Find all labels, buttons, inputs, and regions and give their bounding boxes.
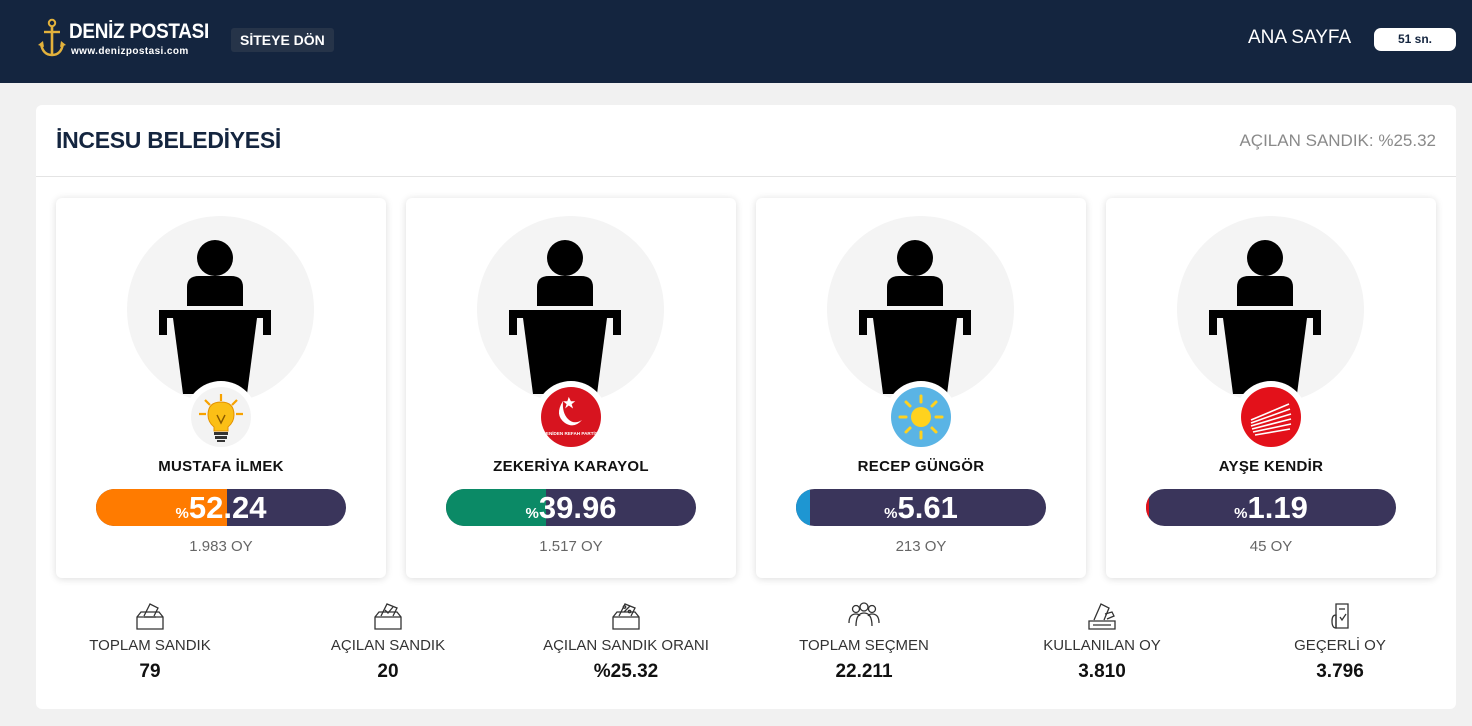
speaker-podium-icon (1209, 240, 1321, 394)
yeniden-refah-icon: YENİDEN REFAH PARTİSİ (543, 396, 599, 436)
candidate-card: MUSTAFA İLMEK %52.24 1.983 OY (56, 198, 386, 578)
party-badge (885, 381, 957, 453)
vote-share-fill (1146, 489, 1149, 526)
opened-ballot-summary: AÇILAN SANDIK: %25.32 (1239, 131, 1436, 150)
candidate-votes: 1.983 OY (189, 538, 253, 555)
speaker-podium-icon (509, 240, 621, 394)
stat-value: 3.810 (1078, 661, 1126, 682)
candidate-name: RECEP GÜNGÖR (857, 458, 985, 475)
stat-value: 3.796 (1316, 661, 1364, 682)
valid-vote-icon (1331, 603, 1349, 629)
stat-label: TOPLAM SEÇMEN (799, 637, 929, 654)
party-badge (185, 381, 257, 453)
vote-share-fill (446, 489, 546, 526)
candidate-name: MUSTAFA İLMEK (158, 458, 284, 475)
party-badge: YENİDEN REFAH PARTİSİ (535, 381, 607, 453)
candidate-card: AYŞE KENDİR %1.19 45 OY (1106, 198, 1436, 578)
site-logo[interactable]: DENİZ POSTASI www.denizpostasi.com (38, 18, 213, 60)
page-title: İNCESU BELEDİYESİ (56, 127, 281, 153)
logo-url: www.denizpostasi.com (71, 46, 189, 57)
home-link[interactable]: ANA SAYFA (1248, 27, 1352, 48)
voters-group-icon (848, 602, 880, 627)
vote-share-bar: %52.24 (96, 489, 346, 526)
candidate-votes: 45 OY (1249, 538, 1293, 555)
stat-label: TOPLAM SANDIK (89, 637, 211, 654)
vote-share-text: %39.96 (446, 489, 696, 526)
divider (36, 176, 1456, 177)
party-badge (1235, 381, 1307, 453)
vote-share-bar: %39.96 (446, 489, 696, 526)
ballot-percent-icon (612, 603, 640, 630)
iyi-parti-sun-icon (898, 394, 944, 440)
ak-parti-bulb-icon (199, 394, 243, 442)
vote-cast-icon (1088, 603, 1116, 630)
chp-six-arrows-icon (1250, 403, 1292, 436)
percent-sign: % (525, 505, 539, 522)
candidate-card: RECEP GÜNGÖR %5.61 213 OY (756, 198, 1086, 578)
speaker-podium-icon (859, 240, 971, 394)
percent-sign: % (884, 505, 898, 522)
vote-share-text: %52.24 (96, 489, 346, 526)
percent-sign: % (1234, 505, 1248, 522)
candidate-votes: 213 OY (895, 538, 947, 555)
percent-value: 1.19 (1247, 490, 1308, 525)
results-panel: İNCESU BELEDİYESİ AÇILAN SANDIK: %25.32 … (36, 105, 1456, 709)
percent-value: 52.24 (188, 490, 267, 525)
anchor-icon (38, 18, 66, 57)
stat-value: 79 (139, 661, 161, 682)
back-to-site-button[interactable]: SİTEYE DÖN (231, 28, 334, 52)
vote-share-fill (96, 489, 227, 526)
percent-value: 39.96 (538, 490, 617, 525)
vote-share-text: %5.61 (796, 489, 1046, 526)
vote-share-bar: %5.61 (796, 489, 1046, 526)
percent-sign: % (175, 505, 189, 522)
speaker-podium-icon (159, 240, 271, 394)
candidate-votes: 1.517 OY (539, 538, 603, 555)
stat-label: GEÇERLİ OY (1294, 637, 1386, 654)
candidate-name: ZEKERİYA KARAYOL (493, 458, 649, 475)
party-caption: YENİDEN REFAH PARTİSİ (543, 430, 599, 436)
percent-value: 5.61 (897, 490, 958, 525)
refresh-timer: 51 sn. (1374, 28, 1456, 51)
candidate-card: YENİDEN REFAH PARTİSİ ZEKERİYA KARAYOL %… (406, 198, 736, 578)
vote-share-fill (796, 489, 811, 526)
stat-value: %25.32 (593, 661, 659, 682)
stat-value: 20 (377, 661, 399, 682)
ballot-check-icon (374, 603, 402, 630)
stat-label: AÇILAN SANDIK (330, 637, 446, 654)
top-navbar: DENİZ POSTASI www.denizpostasi.com SİTEY… (0, 0, 1472, 83)
stat-label: KULLANILAN OY (1043, 637, 1161, 654)
vote-share-bar: %1.19 (1146, 489, 1396, 526)
logo-title: DENİZ POSTASI (69, 20, 210, 43)
ballot-box-icon (136, 603, 164, 630)
vote-share-text: %1.19 (1146, 489, 1396, 526)
candidate-name: AYŞE KENDİR (1218, 458, 1324, 475)
stat-value: 22.211 (835, 661, 893, 682)
stat-label: AÇILAN SANDIK ORANI (543, 637, 709, 654)
